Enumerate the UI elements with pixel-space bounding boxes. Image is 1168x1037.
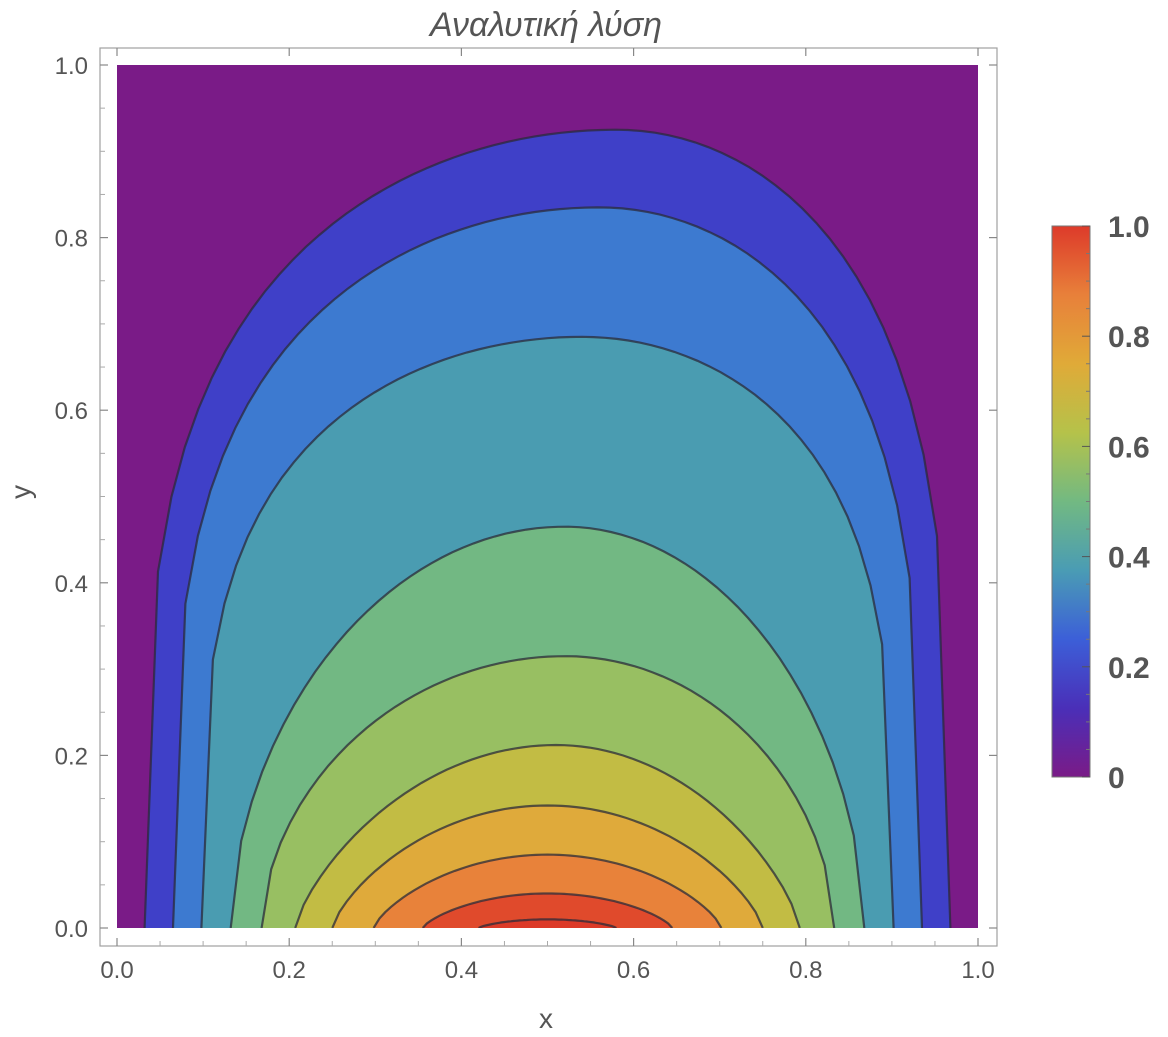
x-tick-label: 1.0 xyxy=(961,957,994,984)
y-tick-label: 0.8 xyxy=(55,226,88,253)
colorbar: 0 0.2 0.4 0.6 0.8 1.0 xyxy=(1051,211,1150,795)
colorbar-tick-label: 1.0 xyxy=(1108,211,1150,244)
contour-line-3 xyxy=(200,335,895,928)
contour-line-10 xyxy=(478,918,617,928)
x-tick-label: 0.8 xyxy=(789,957,822,984)
colorbar-tick-label: 0.8 xyxy=(1108,321,1150,354)
plot-area xyxy=(117,65,978,928)
x-tick-label: 0.0 xyxy=(100,957,133,984)
colorbar-tick-label: 0 xyxy=(1108,762,1125,795)
x-tick-label: 0.2 xyxy=(273,957,306,984)
contour-line-6 xyxy=(294,743,801,928)
y-tick-label: 0.4 xyxy=(55,571,88,598)
contour-line-5 xyxy=(260,655,836,928)
y-tick-label: 1.0 xyxy=(55,53,88,80)
x-tick-label: 0.6 xyxy=(617,957,650,984)
colorbar-tick-label: 0.4 xyxy=(1108,542,1150,575)
colorbar-tick-label: 0.6 xyxy=(1108,431,1150,464)
x-tick-label: 0.4 xyxy=(445,957,478,984)
colorbar-gradient xyxy=(1051,225,1091,778)
axis-ticks: 0.0 0.2 0.4 0.6 0.8 1.0 0.0 0.2 0.4 0.6 0.8 1.0 xyxy=(55,48,997,984)
contour-line-1 xyxy=(143,128,952,928)
y-tick-label: 0.6 xyxy=(55,398,88,425)
contour-line-9 xyxy=(421,892,674,928)
chart-title: Αναλυτική λύση xyxy=(428,6,662,44)
y-axis-label: y xyxy=(5,485,36,499)
contour-line-7 xyxy=(331,804,764,928)
y-tick-label: 0.2 xyxy=(55,743,88,770)
y-tick-label: 0.0 xyxy=(55,916,88,943)
colorbar-tick-label: 0.2 xyxy=(1108,652,1150,685)
contour-line-2 xyxy=(171,206,924,928)
contour-band-9 xyxy=(422,893,673,928)
x-axis-label: x xyxy=(539,1003,553,1034)
contour-line-4 xyxy=(229,525,866,928)
contour-line-8 xyxy=(372,853,723,928)
